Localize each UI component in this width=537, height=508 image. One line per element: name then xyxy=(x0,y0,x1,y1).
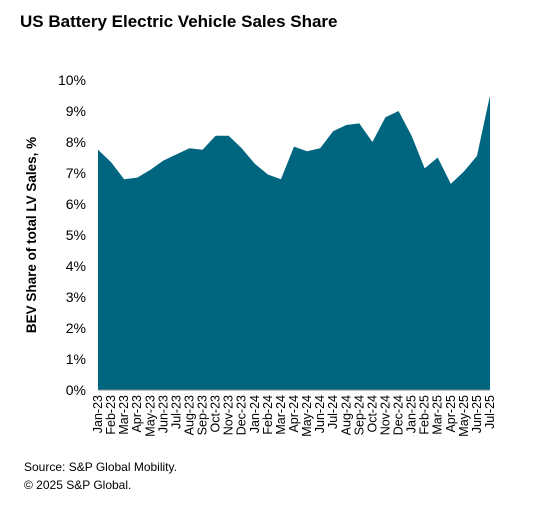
x-tick-label: Sep-23 xyxy=(196,395,210,435)
x-tick-label: Feb-24 xyxy=(261,395,275,435)
y-tick-label: 5% xyxy=(66,227,86,243)
y-tick-label: 3% xyxy=(66,289,86,305)
y-tick-label: 7% xyxy=(66,165,86,181)
y-tick-label: 8% xyxy=(66,134,86,150)
y-axis-ticks: 0% 1% 2% 3% 4% 5% 6% 7% 8% 9% 10% xyxy=(58,72,86,398)
y-tick-label: 6% xyxy=(66,196,86,212)
x-tick-label: Feb-25 xyxy=(418,395,432,435)
copyright-note: © 2025 S&P Global. xyxy=(24,478,132,492)
y-tick-label: 10% xyxy=(58,72,86,88)
x-tick-label: Jan-23 xyxy=(91,395,105,433)
x-tick-label: May-23 xyxy=(143,395,157,437)
x-tick-label: Dec-24 xyxy=(392,395,406,435)
x-tick-label: Oct-23 xyxy=(209,395,223,433)
x-tick-label: Jun-25 xyxy=(470,395,484,433)
x-axis-ticks: Jan-23 Feb-23 Mar-23 Apr-23 May-23 Jun-23 Jul-… xyxy=(91,395,497,437)
y-axis-label: BEV Share of total LV Sales, % xyxy=(24,137,39,333)
x-tick-label: Jun-24 xyxy=(313,395,327,433)
x-tick-label: May-24 xyxy=(300,395,314,437)
x-tick-label: Feb-23 xyxy=(104,395,118,435)
x-tick-label: Jan-25 xyxy=(405,395,419,433)
x-tick-label: May-25 xyxy=(457,395,471,437)
x-tick-label: Nov-23 xyxy=(222,395,236,435)
x-tick-label: Mar-25 xyxy=(431,395,445,435)
x-tick-label: Apr-23 xyxy=(130,395,144,433)
x-tick-label: Apr-25 xyxy=(444,395,458,433)
chart-title: US Battery Electric Vehicle Sales Share xyxy=(20,12,338,31)
bev-share-area xyxy=(98,95,490,390)
x-tick-label: Nov-24 xyxy=(378,395,392,435)
x-tick-label: Jul-25 xyxy=(483,395,497,429)
x-tick-label: Aug-23 xyxy=(182,395,196,435)
y-tick-label: 0% xyxy=(66,382,86,398)
x-tick-label: Aug-24 xyxy=(339,395,353,435)
y-tick-label: 1% xyxy=(66,351,86,367)
x-tick-label: Oct-24 xyxy=(365,395,379,433)
footer: Source: S&P Global Mobility. © 2025 S&P … xyxy=(24,458,177,494)
x-tick-label: Sep-24 xyxy=(352,395,366,435)
x-tick-label: Apr-24 xyxy=(287,395,301,433)
y-tick-label: 4% xyxy=(66,258,86,274)
x-tick-label: Mar-23 xyxy=(117,395,131,435)
x-tick-label: Jul-24 xyxy=(326,395,340,429)
x-tick-label: Jan-24 xyxy=(248,395,262,433)
x-tick-label: Jul-23 xyxy=(169,395,183,429)
y-tick-label: 9% xyxy=(66,103,86,119)
source-note: Source: S&P Global Mobility. xyxy=(24,460,177,474)
x-tick-label: Dec-23 xyxy=(235,395,249,435)
x-tick-label: Mar-24 xyxy=(274,395,288,435)
x-tick-label: Jun-23 xyxy=(156,395,170,433)
y-tick-label: 2% xyxy=(66,320,86,336)
